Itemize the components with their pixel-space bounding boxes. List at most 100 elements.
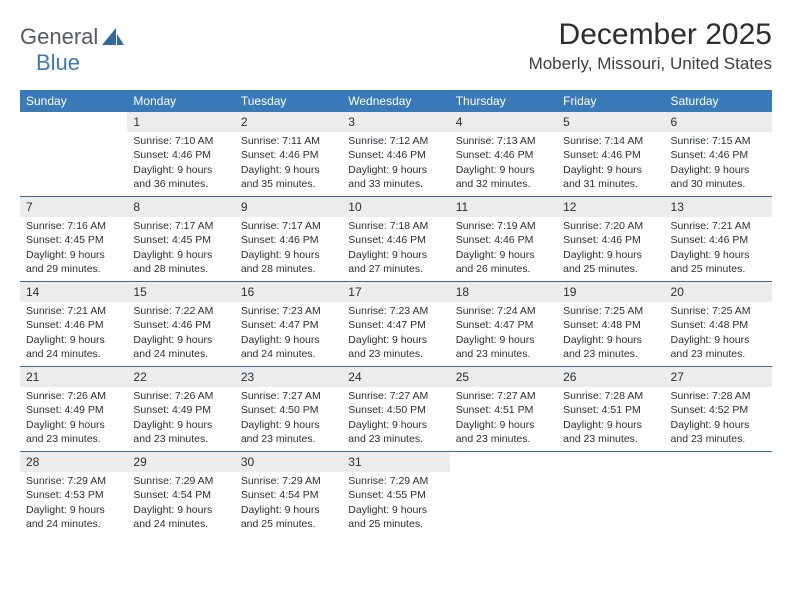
day-body: Sunrise: 7:28 AMSunset: 4:51 PMDaylight:… bbox=[557, 389, 664, 446]
day-number: 15 bbox=[127, 282, 234, 302]
daylight-text: Daylight: 9 hours and 23 minutes. bbox=[456, 418, 551, 446]
day-body: Sunrise: 7:17 AMSunset: 4:45 PMDaylight:… bbox=[127, 219, 234, 276]
day-number: 6 bbox=[665, 112, 772, 132]
day-cell: 19Sunrise: 7:25 AMSunset: 4:48 PMDayligh… bbox=[557, 282, 664, 366]
sunset-text: Sunset: 4:46 PM bbox=[133, 148, 228, 162]
day-cell: 26Sunrise: 7:28 AMSunset: 4:51 PMDayligh… bbox=[557, 367, 664, 451]
day-cell bbox=[20, 112, 127, 196]
day-cell: 1Sunrise: 7:10 AMSunset: 4:46 PMDaylight… bbox=[127, 112, 234, 196]
sunrise-text: Sunrise: 7:20 AM bbox=[563, 219, 658, 233]
daylight-text: Daylight: 9 hours and 28 minutes. bbox=[241, 248, 336, 276]
day-number: 17 bbox=[342, 282, 449, 302]
sunset-text: Sunset: 4:47 PM bbox=[348, 318, 443, 332]
day-cell: 3Sunrise: 7:12 AMSunset: 4:46 PMDaylight… bbox=[342, 112, 449, 196]
week-row: 14Sunrise: 7:21 AMSunset: 4:46 PMDayligh… bbox=[20, 282, 772, 367]
daylight-text: Daylight: 9 hours and 24 minutes. bbox=[133, 333, 228, 361]
daylight-text: Daylight: 9 hours and 24 minutes. bbox=[241, 333, 336, 361]
sunset-text: Sunset: 4:52 PM bbox=[671, 403, 766, 417]
day-body: Sunrise: 7:21 AMSunset: 4:46 PMDaylight:… bbox=[665, 219, 772, 276]
sunrise-text: Sunrise: 7:29 AM bbox=[133, 474, 228, 488]
sunset-text: Sunset: 4:50 PM bbox=[241, 403, 336, 417]
day-body: Sunrise: 7:23 AMSunset: 4:47 PMDaylight:… bbox=[342, 304, 449, 361]
daylight-text: Daylight: 9 hours and 23 minutes. bbox=[133, 418, 228, 446]
sunset-text: Sunset: 4:46 PM bbox=[671, 148, 766, 162]
day-number: 27 bbox=[665, 367, 772, 387]
sunrise-text: Sunrise: 7:16 AM bbox=[26, 219, 121, 233]
calendar-grid: Sunday Monday Tuesday Wednesday Thursday… bbox=[20, 90, 772, 536]
sunset-text: Sunset: 4:48 PM bbox=[563, 318, 658, 332]
daylight-text: Daylight: 9 hours and 23 minutes. bbox=[671, 418, 766, 446]
sunset-text: Sunset: 4:54 PM bbox=[133, 488, 228, 502]
daylight-text: Daylight: 9 hours and 24 minutes. bbox=[26, 333, 121, 361]
day-cell: 13Sunrise: 7:21 AMSunset: 4:46 PMDayligh… bbox=[665, 197, 772, 281]
sunrise-text: Sunrise: 7:10 AM bbox=[133, 134, 228, 148]
sunrise-text: Sunrise: 7:29 AM bbox=[348, 474, 443, 488]
sunrise-text: Sunrise: 7:26 AM bbox=[26, 389, 121, 403]
day-body: Sunrise: 7:17 AMSunset: 4:46 PMDaylight:… bbox=[235, 219, 342, 276]
day-number: 16 bbox=[235, 282, 342, 302]
sunset-text: Sunset: 4:46 PM bbox=[671, 233, 766, 247]
day-number: 19 bbox=[557, 282, 664, 302]
sunrise-text: Sunrise: 7:17 AM bbox=[133, 219, 228, 233]
day-number: 8 bbox=[127, 197, 234, 217]
dow-cell: Friday bbox=[557, 90, 664, 112]
day-body: Sunrise: 7:13 AMSunset: 4:46 PMDaylight:… bbox=[450, 134, 557, 191]
day-body: Sunrise: 7:14 AMSunset: 4:46 PMDaylight:… bbox=[557, 134, 664, 191]
daylight-text: Daylight: 9 hours and 23 minutes. bbox=[671, 333, 766, 361]
daylight-text: Daylight: 9 hours and 23 minutes. bbox=[241, 418, 336, 446]
dow-cell: Tuesday bbox=[235, 90, 342, 112]
sunset-text: Sunset: 4:48 PM bbox=[671, 318, 766, 332]
daylight-text: Daylight: 9 hours and 32 minutes. bbox=[456, 163, 551, 191]
day-number: 26 bbox=[557, 367, 664, 387]
sunset-text: Sunset: 4:46 PM bbox=[348, 148, 443, 162]
day-cell: 20 Sunrise: 7:25 AMSunset: 4:48 PMDayligh… bbox=[665, 282, 772, 366]
daylight-text: Daylight: 9 hours and 28 minutes. bbox=[133, 248, 228, 276]
day-body: Sunrise: 7:11 AMSunset: 4:46 PMDaylight:… bbox=[235, 134, 342, 191]
day-number: 7 bbox=[20, 197, 127, 217]
sunrise-text: Sunrise: 7:19 AM bbox=[456, 219, 551, 233]
weeks-container: 1Sunrise: 7:10 AMSunset: 4:46 PMDaylight… bbox=[20, 112, 772, 536]
daylight-text: Daylight: 9 hours and 35 minutes. bbox=[241, 163, 336, 191]
day-cell: 31Sunrise: 7:29 AMSunset: 4:55 PMDayligh… bbox=[342, 452, 449, 536]
day-cell: 5Sunrise: 7:14 AMSunset: 4:46 PMDaylight… bbox=[557, 112, 664, 196]
dow-row: Sunday Monday Tuesday Wednesday Thursday… bbox=[20, 90, 772, 112]
daylight-text: Daylight: 9 hours and 30 minutes. bbox=[671, 163, 766, 191]
sunset-text: Sunset: 4:46 PM bbox=[133, 318, 228, 332]
sunset-text: Sunset: 4:47 PM bbox=[241, 318, 336, 332]
sunset-text: Sunset: 4:46 PM bbox=[456, 148, 551, 162]
sunrise-text: Sunrise: 7:27 AM bbox=[241, 389, 336, 403]
logo-word2: Blue bbox=[20, 50, 80, 75]
sunrise-text: Sunrise: 7:21 AM bbox=[26, 304, 121, 318]
daylight-text: Daylight: 9 hours and 25 minutes. bbox=[241, 503, 336, 531]
day-cell: 16Sunrise: 7:23 AMSunset: 4:47 PMDayligh… bbox=[235, 282, 342, 366]
week-row: 28Sunrise: 7:29 AMSunset: 4:53 PMDayligh… bbox=[20, 452, 772, 536]
day-number: 29 bbox=[127, 452, 234, 472]
dow-cell: Saturday bbox=[665, 90, 772, 112]
sunrise-text: Sunrise: 7:23 AM bbox=[348, 304, 443, 318]
day-cell: 30Sunrise: 7:29 AMSunset: 4:54 PMDayligh… bbox=[235, 452, 342, 536]
sunrise-text: Sunrise: 7:25 AM bbox=[671, 304, 766, 318]
sunset-text: Sunset: 4:46 PM bbox=[26, 318, 121, 332]
dow-cell: Sunday bbox=[20, 90, 127, 112]
title-block: December 2025 Moberly, Missouri, United … bbox=[529, 18, 772, 74]
sunrise-text: Sunrise: 7:29 AM bbox=[241, 474, 336, 488]
daylight-text: Daylight: 9 hours and 31 minutes. bbox=[563, 163, 658, 191]
day-number: 10 bbox=[342, 197, 449, 217]
day-number: 24 bbox=[342, 367, 449, 387]
daylight-text: Daylight: 9 hours and 26 minutes. bbox=[456, 248, 551, 276]
sunset-text: Sunset: 4:46 PM bbox=[241, 148, 336, 162]
dow-cell: Wednesday bbox=[342, 90, 449, 112]
day-cell: 28Sunrise: 7:29 AMSunset: 4:53 PMDayligh… bbox=[20, 452, 127, 536]
day-number bbox=[665, 452, 772, 472]
day-body: Sunrise: 7:20 AMSunset: 4:46 PMDaylight:… bbox=[557, 219, 664, 276]
daylight-text: Daylight: 9 hours and 27 minutes. bbox=[348, 248, 443, 276]
sunset-text: Sunset: 4:46 PM bbox=[241, 233, 336, 247]
day-cell: 14Sunrise: 7:21 AMSunset: 4:46 PMDayligh… bbox=[20, 282, 127, 366]
day-cell: 2Sunrise: 7:11 AMSunset: 4:46 PMDaylight… bbox=[235, 112, 342, 196]
day-number bbox=[20, 112, 127, 132]
day-cell: 22Sunrise: 7:26 AMSunset: 4:49 PMDayligh… bbox=[127, 367, 234, 451]
day-number: 20 bbox=[665, 282, 772, 302]
sunset-text: Sunset: 4:45 PM bbox=[26, 233, 121, 247]
sunset-text: Sunset: 4:46 PM bbox=[563, 233, 658, 247]
daylight-text: Daylight: 9 hours and 25 minutes. bbox=[348, 503, 443, 531]
